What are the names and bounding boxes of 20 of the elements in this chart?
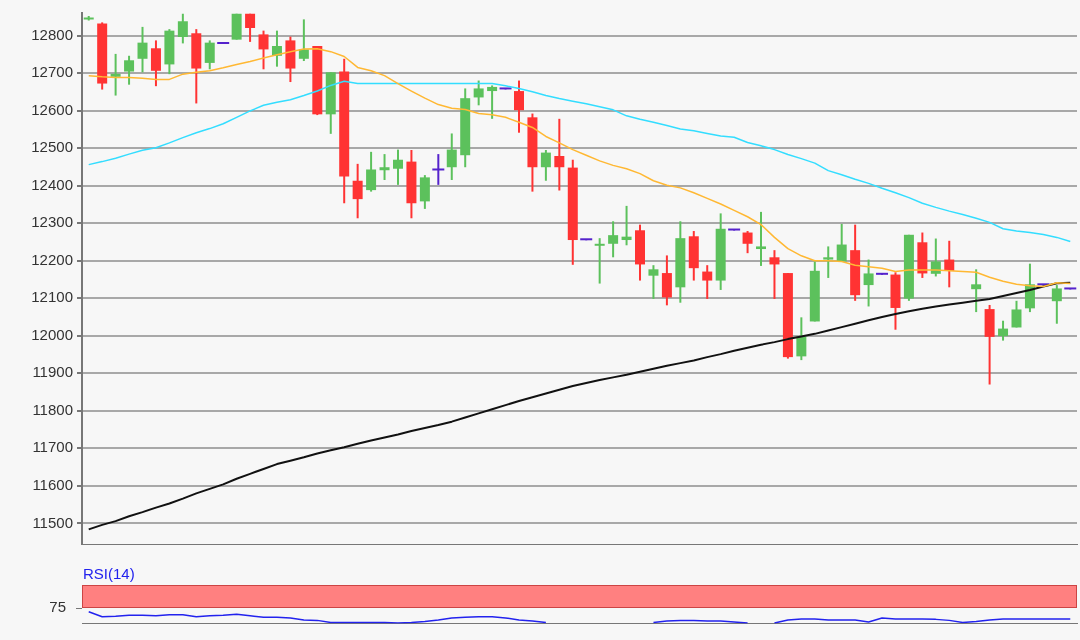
candlestick <box>110 53 121 96</box>
y-tick-label: 12700 <box>31 63 73 81</box>
chart-title: RSI(14) <box>83 564 135 582</box>
y-tick-label: 11800 <box>32 400 73 418</box>
y-tick-label: 12200 <box>31 250 73 268</box>
y-tick-label: 11500 <box>32 513 73 531</box>
y-tick-label: 11900 <box>32 363 73 381</box>
y-tick-label: 12600 <box>31 100 73 118</box>
y-tick-label: 11600 <box>32 475 73 493</box>
y-tick-label: 12400 <box>31 175 73 193</box>
text: 75 <box>49 598 66 616</box>
y-tick-label: 12500 <box>31 138 73 156</box>
candlestick <box>594 238 605 284</box>
y-tick-label: 11700 <box>32 438 73 456</box>
candlestick <box>432 154 445 185</box>
y-tick-label: 12000 <box>31 325 73 343</box>
y-tick-label: 12100 <box>31 288 73 306</box>
candlestick <box>756 211 767 266</box>
y-tick-label: 12800 <box>31 25 73 43</box>
y-tick-label: 12300 <box>31 213 73 231</box>
